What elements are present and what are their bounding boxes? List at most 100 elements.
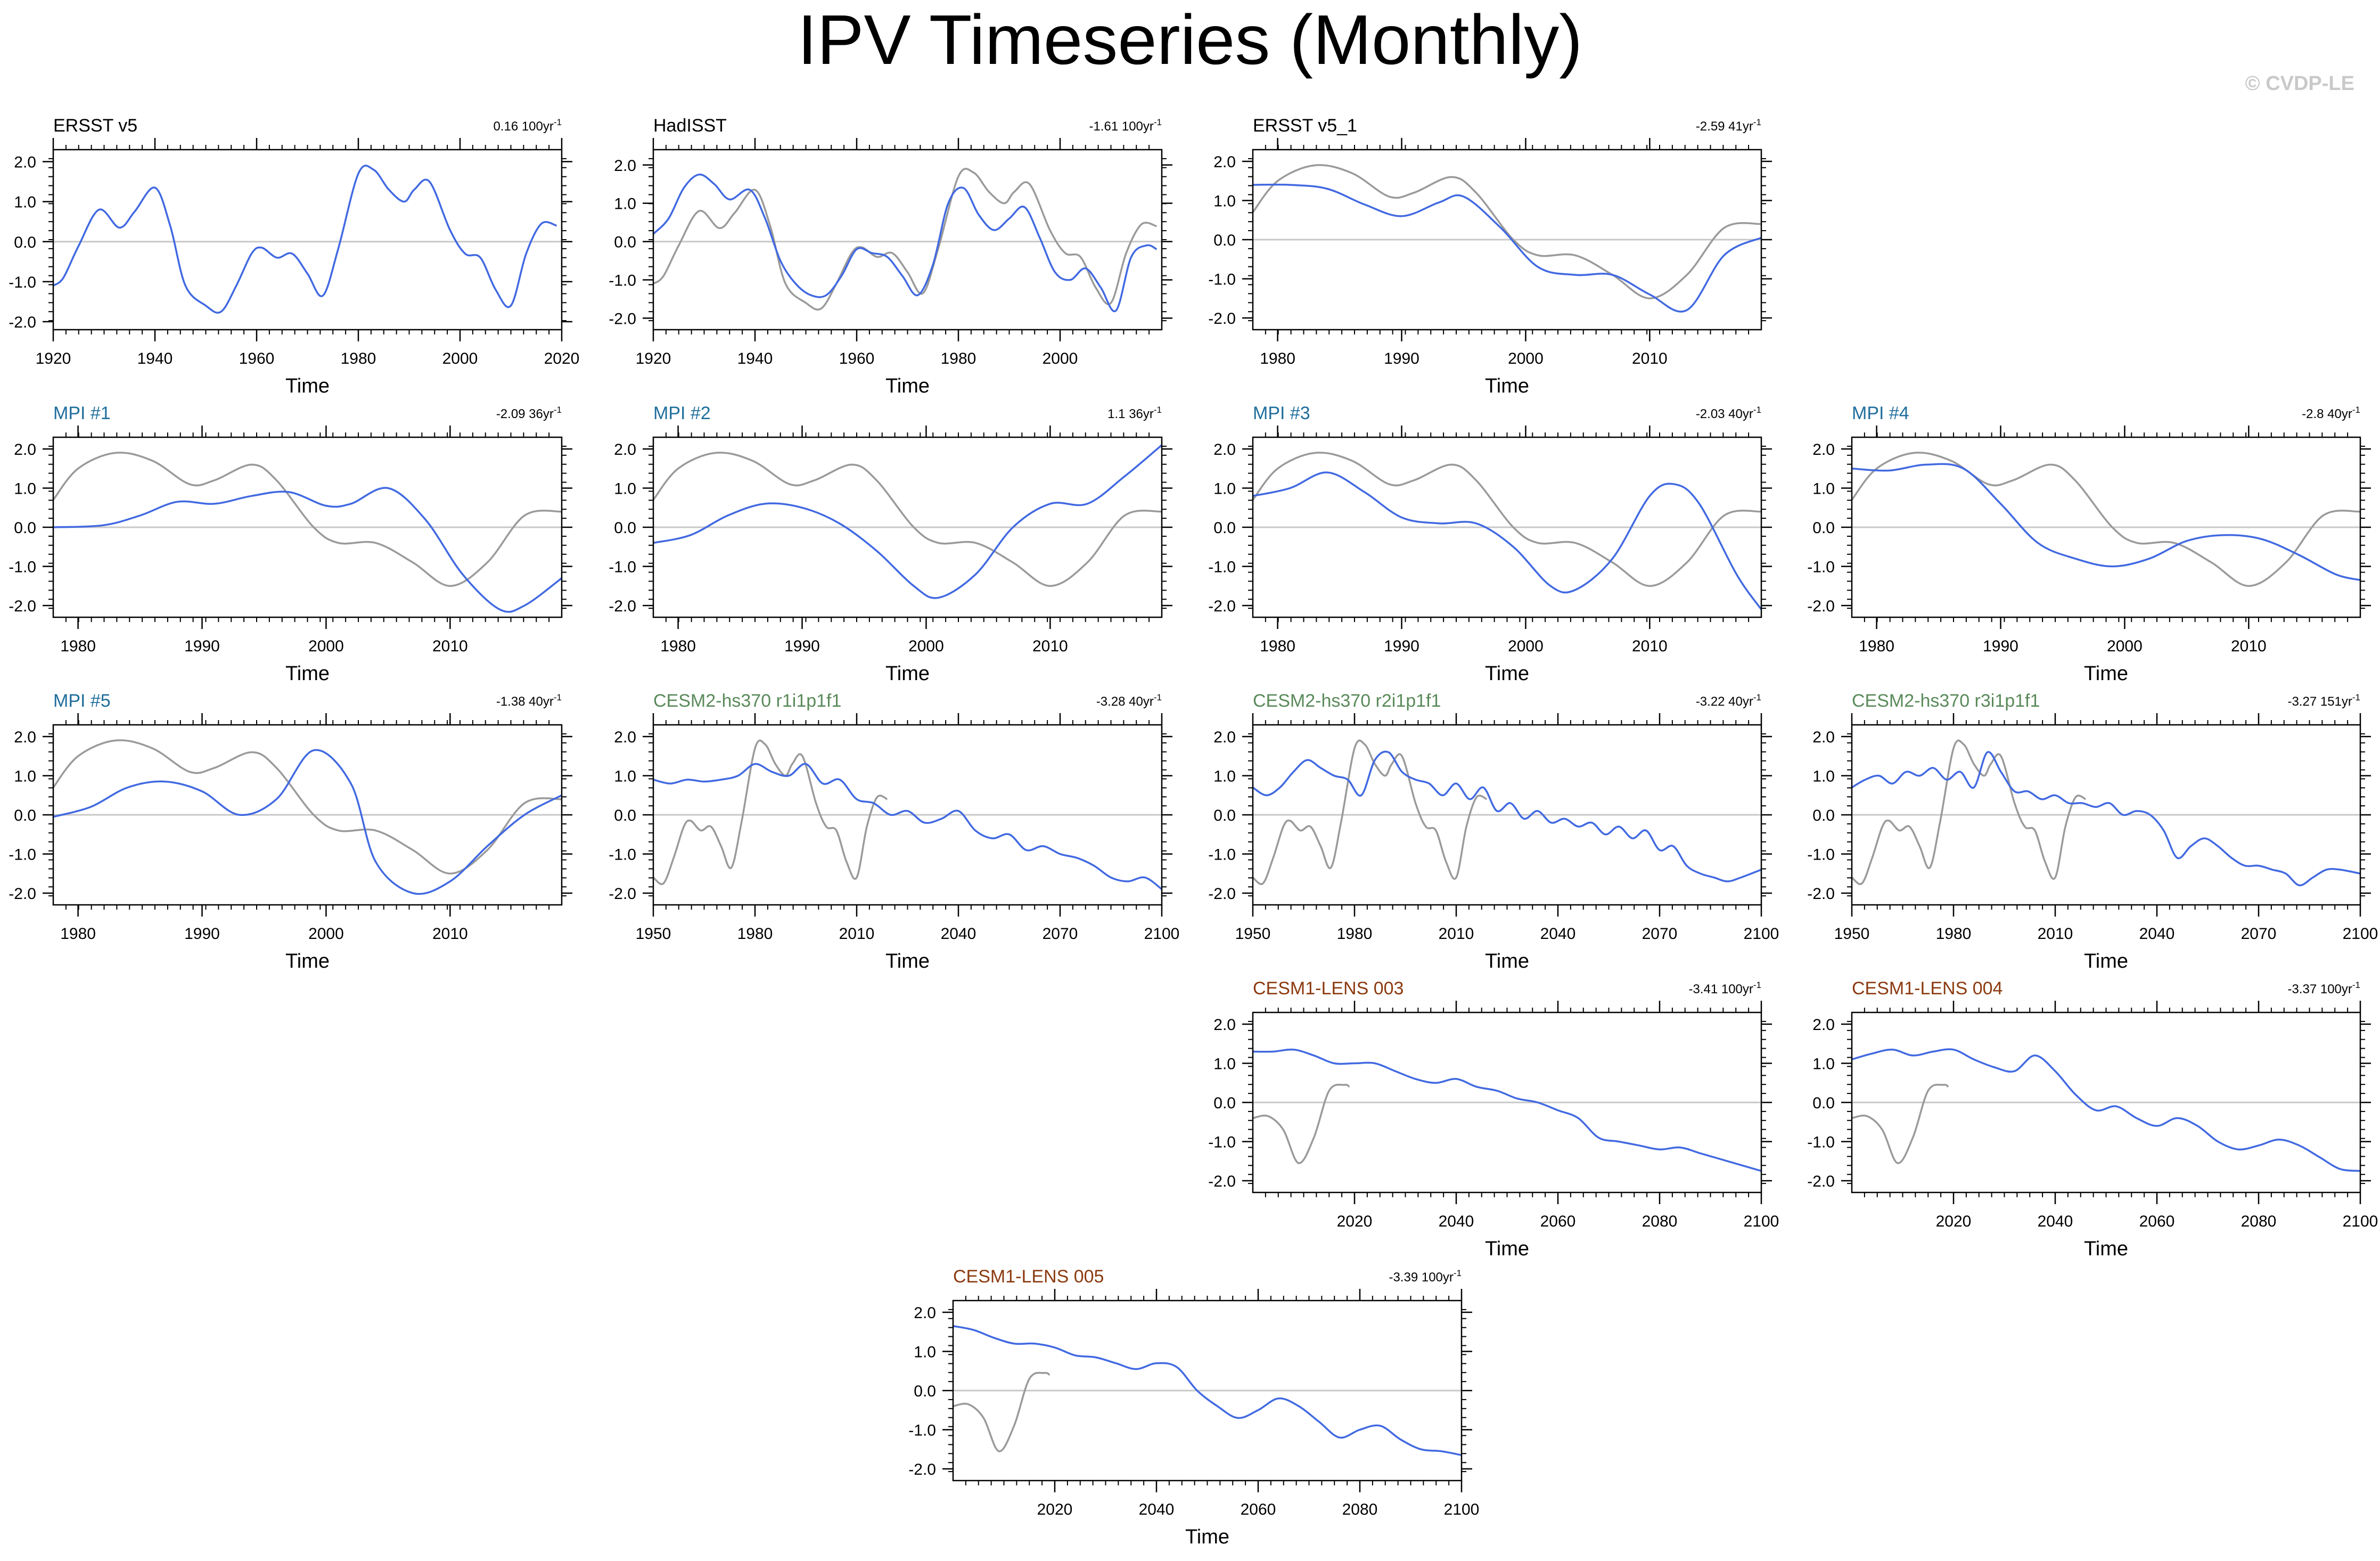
x-axis-label: Time [1485,375,1529,397]
panel-title: MPI #1 [53,403,111,423]
panel-title: HadISST [653,116,727,136]
chart-panel: 2.0 1.0 0.0 -1.0 -2.0 1980 1990 2000 2010 Time MPI… [1807,403,2371,685]
x-tick-label: 2000 [308,638,344,655]
x-axis-label: Time [1485,1238,1529,1260]
x-tick-label: 2040 [1139,1501,1175,1518]
x-tick-label: 2010 [2038,925,2073,943]
panel-title: CESM2-hs370 r1i1p1f1 [653,691,841,711]
x-tick-label: 2100 [1744,1213,1779,1230]
x-tick-label: 2000 [1508,638,1544,655]
x-axis-label: Time [285,375,330,397]
chart-panel: 2.0 1.0 0.0 -1.0 -2.0 1980 1990 2000 2010 Time ERS… [1208,116,1772,397]
plot-frame [52,149,563,331]
series-line [653,168,1157,311]
y-tick-label: -2.0 [1208,310,1236,328]
y-tick-label: 2.0 [14,441,36,459]
trend-label: -3.41 100yr-1 [1688,980,1761,996]
x-tick-label: 2000 [1043,350,1078,367]
panel-title: CESM2-hs370 r2i1p1f1 [1253,691,1441,711]
trend-label: -3.39 100yr-1 [1389,1268,1462,1285]
x-tick-label: 2010 [839,925,875,943]
x-tick-label: 2040 [1540,925,1576,943]
series-line [53,739,562,875]
y-tick-label: 1.0 [614,195,636,213]
trend-label: -2.59 41yr-1 [1696,117,1761,134]
trend-label: -3.27 151yr-1 [2287,692,2360,709]
x-tick-label: 1990 [1983,638,2018,655]
trend-label: -3.22 40yr-1 [1696,692,1761,709]
trend-label: -2.09 36yr-1 [496,405,562,421]
x-tick-label: 2010 [2231,638,2267,655]
series-line [953,1371,1051,1452]
series-line [1852,463,2360,581]
y-tick-label: 1.0 [14,768,36,786]
chart-panel: 2.0 1.0 0.0 -1.0 -2.0 2020 2040 2060 2080 2100 Tim… [1807,978,2378,1260]
y-tick-label: 0.0 [14,234,36,251]
y-tick-label: 2.0 [614,441,636,459]
series-line [1253,452,1761,587]
y-tick-label: 0.0 [14,807,36,824]
panel-title: MPI #2 [653,403,711,423]
panel-title: CESM2-hs370 r3i1p1f1 [1852,691,2040,711]
x-axis-label: Time [2084,950,2128,972]
x-axis-label: Time [285,950,330,972]
panel-title: MPI #4 [1852,403,1909,423]
x-tick-label: 1980 [660,638,696,655]
y-tick-label: 0.0 [1213,1094,1236,1112]
x-tick-label: 1920 [36,350,71,367]
y-tick-label: 0.0 [1812,1094,1835,1112]
y-tick-label: 2.0 [1213,153,1236,171]
y-tick-label: -1.0 [1807,1133,1835,1151]
x-tick-label: 1980 [1260,350,1295,367]
series-line [1253,750,1761,882]
y-tick-label: -2.0 [9,314,36,331]
x-tick-label: 2070 [2241,925,2277,943]
trend-label: -1.38 40yr-1 [496,692,562,709]
panel-title: MPI #3 [1253,403,1310,423]
x-tick-label: 2070 [1642,925,1678,943]
y-tick-label: 2.0 [1213,729,1236,746]
x-axis-label: Time [1185,1526,1229,1548]
x-tick-label: 2100 [1744,925,1779,943]
panel-title: ERSST v5 [53,116,137,136]
x-tick-label: 2040 [2139,925,2175,943]
y-tick-label: -2.0 [609,885,636,903]
x-tick-label: 1980 [737,925,773,943]
series-line [1852,452,2360,587]
x-tick-label: 2040 [941,925,976,943]
y-tick-label: 1.0 [1213,480,1236,498]
y-tick-label: -1.0 [908,1421,936,1439]
x-axis-label: Time [285,663,330,685]
y-tick-label: 2.0 [14,154,36,171]
y-tick-label: 0.0 [1812,807,1835,824]
y-tick-label: 1.0 [1812,1056,1835,1073]
y-tick-label: 0.0 [614,234,636,251]
y-tick-label: 1.0 [1213,768,1236,786]
page-title: IPV Timeseries (Monthly) [797,1,1583,79]
trend-label: -2.8 40yr-1 [2302,405,2360,421]
x-tick-label: 1980 [341,350,376,367]
series-line [653,739,888,885]
x-tick-label: 2000 [308,925,344,943]
panel-title: MPI #5 [53,691,111,711]
chart-panel: 2.0 1.0 0.0 -1.0 -2.0 1950 1980 2010 2040 2070 210… [1807,691,2378,972]
x-tick-label: 1990 [184,638,220,655]
x-tick-label: 2010 [1032,638,1068,655]
y-tick-label: -1.0 [9,558,36,576]
x-tick-label: 2080 [1642,1213,1678,1230]
x-tick-label: 2020 [1337,1213,1373,1230]
x-tick-label: 2000 [1508,350,1544,367]
y-tick-label: 0.0 [14,519,36,537]
y-tick-label: -1.0 [1208,1133,1236,1151]
y-tick-label: -1.0 [9,846,36,863]
y-tick-label: -2.0 [908,1461,936,1478]
y-tick-label: -1.0 [609,846,636,863]
series-line [1253,471,1761,610]
y-tick-label: -1.0 [609,272,636,290]
y-tick-label: 0.0 [1213,807,1236,824]
y-tick-label: 0.0 [614,519,636,537]
x-tick-label: 1960 [839,350,875,367]
x-tick-label: 2060 [2139,1213,2175,1230]
y-tick-label: 0.0 [1213,232,1236,249]
y-tick-label: -2.0 [609,598,636,615]
